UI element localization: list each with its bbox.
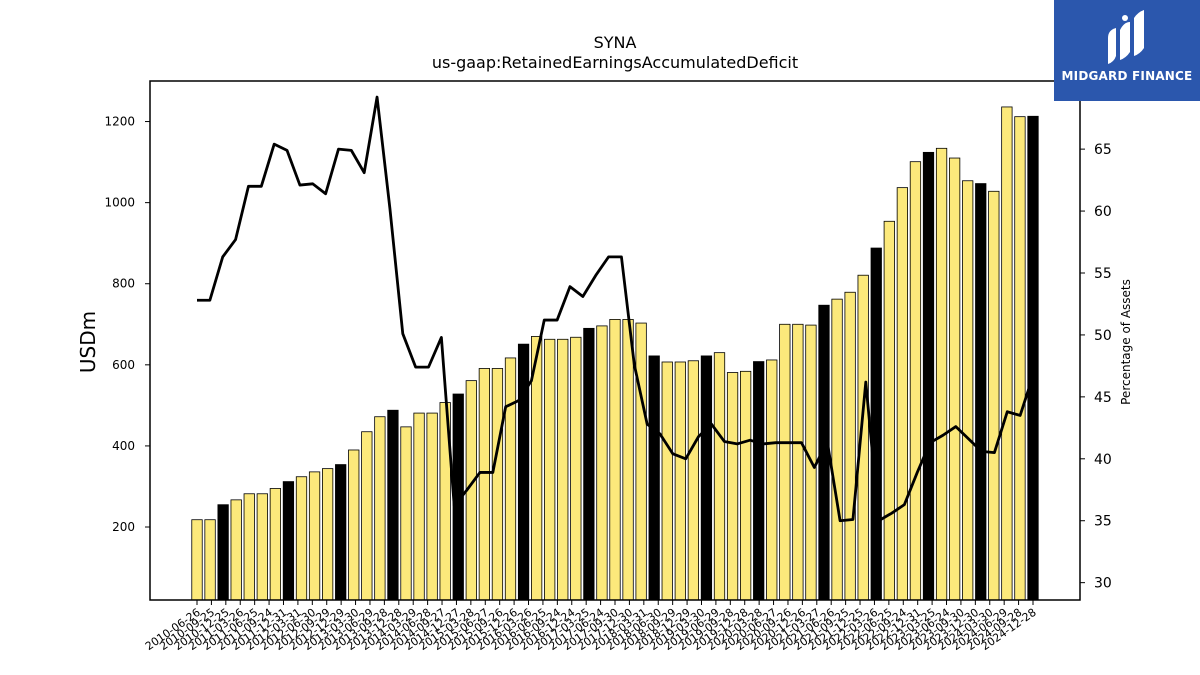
- bar: [269, 488, 281, 601]
- chart-subtitle: us-gaap:RetainedEarningsAccumulatedDefic…: [432, 53, 798, 72]
- logo-text: MIDGARD FINANCE: [1061, 69, 1193, 83]
- bar: [1014, 116, 1026, 601]
- bar: [308, 471, 321, 601]
- bar: [700, 355, 713, 601]
- right-tick-label: 35: [1094, 514, 1112, 530]
- bar: [583, 327, 595, 601]
- line-path: [197, 95, 1035, 523]
- bar: [779, 323, 791, 601]
- logo-mark-icon: [1108, 10, 1144, 64]
- bar: [413, 412, 425, 601]
- bar: [831, 298, 843, 601]
- bar: [935, 147, 948, 601]
- right-tick-label: 65: [1094, 142, 1112, 158]
- left-tick-label: 400: [112, 439, 135, 453]
- bar: [949, 157, 961, 601]
- bar: [922, 151, 935, 601]
- y-axis-label: USDm: [76, 311, 100, 373]
- bar: [374, 416, 386, 601]
- left-tick-label: 600: [112, 358, 135, 372]
- left-axis: 200 400 600 800 1000 1200: [104, 115, 150, 534]
- bar: [321, 468, 334, 601]
- right-tick-label: 40: [1094, 452, 1112, 468]
- bar: [740, 370, 752, 601]
- bar: [387, 409, 399, 601]
- y2-axis-label: Percentage of Assets: [1119, 279, 1133, 405]
- bar: [400, 426, 412, 601]
- bar: [282, 481, 295, 601]
- bar: [504, 357, 517, 601]
- bar: [753, 361, 765, 601]
- bar: [713, 352, 726, 601]
- bar: [622, 319, 634, 601]
- left-tick-label: 1000: [104, 196, 135, 210]
- bar: [557, 338, 569, 601]
- bar-series: [191, 106, 1039, 601]
- bar: [648, 355, 660, 601]
- bar: [870, 247, 882, 601]
- bar: [883, 220, 895, 601]
- bar: [570, 336, 582, 601]
- bar: [426, 412, 438, 601]
- left-tick-label: 800: [112, 277, 135, 291]
- right-tick-label: 45: [1094, 390, 1112, 406]
- bar: [1001, 106, 1013, 601]
- bar: [517, 343, 530, 601]
- right-tick-label: 60: [1094, 204, 1112, 220]
- bar: [896, 187, 909, 601]
- right-tick-label: 55: [1094, 266, 1112, 282]
- bar: [335, 464, 347, 601]
- bar: [230, 499, 242, 601]
- bar: [1027, 115, 1039, 601]
- x-axis: 2010-06-262010-09-252010-12-252011-03-26…: [143, 600, 1039, 653]
- right-tick-label: 50: [1094, 328, 1112, 344]
- bar: [361, 431, 373, 601]
- left-tick-label: 200: [112, 520, 135, 534]
- bar: [962, 180, 974, 601]
- bar: [909, 161, 922, 601]
- bar: [661, 361, 673, 601]
- bar: [766, 359, 778, 601]
- bar: [191, 519, 203, 601]
- bar: [988, 190, 1000, 601]
- bar: [687, 360, 700, 601]
- bar: [844, 291, 856, 601]
- bar: [243, 493, 255, 601]
- bar: [348, 449, 360, 601]
- bar: [295, 476, 308, 601]
- midgard-finance-logo: MIDGARD FINANCE: [1054, 0, 1200, 101]
- bar: [674, 361, 686, 601]
- right-tick-label: 30: [1094, 576, 1112, 592]
- bar: [726, 372, 739, 601]
- bar: [256, 493, 268, 601]
- bar: [491, 368, 504, 601]
- bar: [544, 338, 556, 601]
- bar: [478, 368, 490, 601]
- bar: [204, 519, 216, 601]
- line-series: [197, 95, 1035, 523]
- bar: [217, 504, 229, 601]
- bar: [975, 183, 987, 601]
- right-axis: 30 35 40 45 50 55 60 65: [1080, 142, 1112, 592]
- bar: [635, 322, 647, 601]
- bar: [596, 325, 608, 601]
- bar: [792, 323, 804, 601]
- bar: [609, 319, 621, 601]
- chart-title: SYNA: [594, 33, 637, 52]
- left-tick-label: 1200: [104, 115, 135, 129]
